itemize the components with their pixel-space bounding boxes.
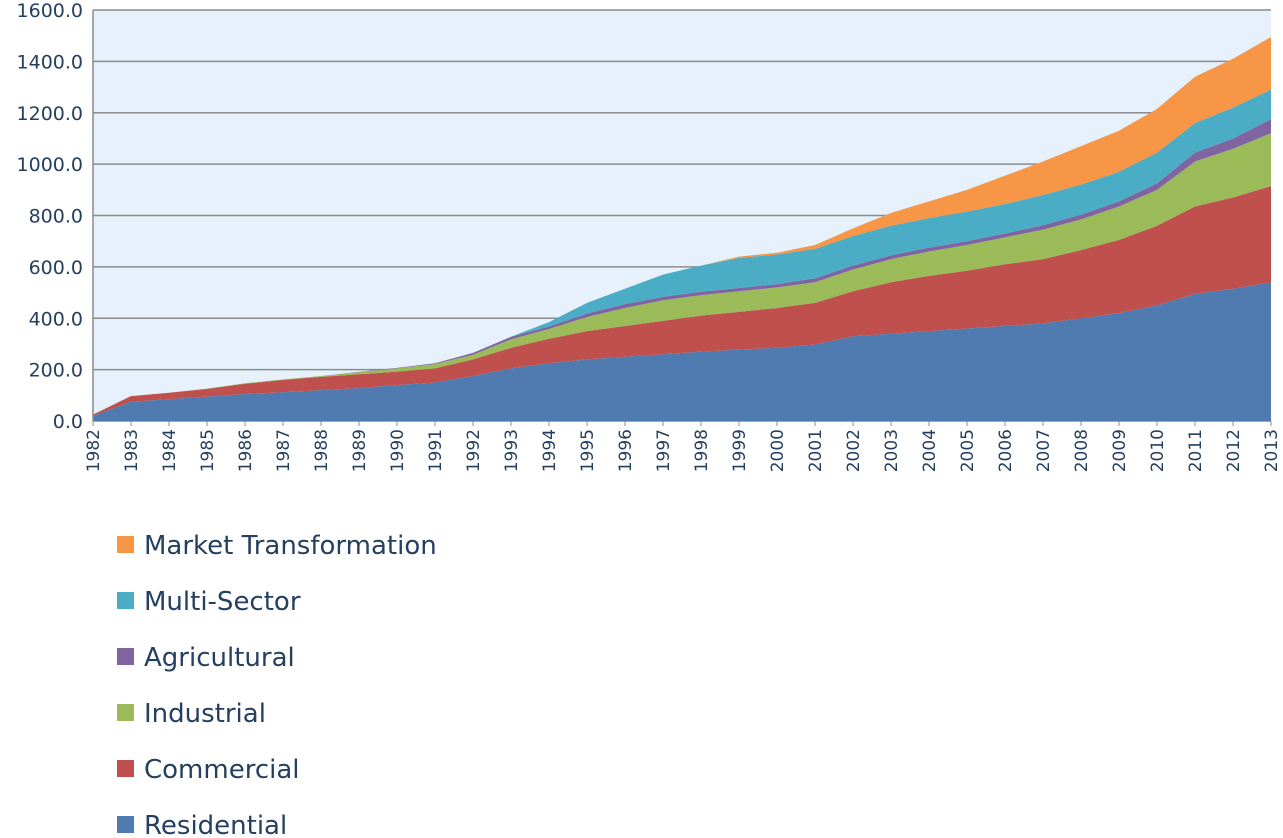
y-tick-label: 200.0 [29,360,83,382]
legend-swatch [117,592,134,609]
legend-swatch [117,760,134,777]
y-tick-label: 1200.0 [17,103,83,125]
x-tick-label: 1985 [198,429,218,472]
x-tick-label: 2012 [1224,429,1244,472]
legend-swatch [117,648,134,665]
area [93,185,1271,416]
x-tick-label: 1998 [692,429,712,472]
legend-label: Residential [144,811,287,838]
x-tick-label: 1983 [122,429,142,472]
legend-swatch [117,536,134,553]
x-tick-label: 1996 [616,429,636,472]
x-tick-label: 1990 [388,429,408,472]
x-tick-label: 2003 [882,429,902,472]
y-tick-label: 800.0 [29,206,83,228]
area [93,282,1271,421]
x-tick-label: 1997 [654,429,674,472]
legend-label: Agricultural [144,643,295,673]
x-tick-label: 1999 [730,429,750,472]
legend-swatch [117,704,134,721]
x-tick-label: 2000 [768,429,788,472]
legend-label: Multi-Sector [144,587,301,617]
y-tick-label: 400.0 [29,308,83,330]
x-tick-label: 2010 [1148,429,1168,472]
x-tick-label: 2007 [1034,429,1054,472]
x-tick-label: 1984 [160,429,180,472]
x-tick-label: 2011 [1186,429,1206,472]
y-tick-label: 0.0 [53,411,83,433]
x-tick-label: 1986 [236,429,256,472]
x-tick-label: 1989 [350,429,370,472]
x-tick-label: 1995 [578,429,598,472]
x-tick-label: 2013 [1262,429,1282,472]
x-tick-label: 1993 [502,429,522,472]
x-tick-label: 1988 [312,429,332,472]
x-tick-label: 2002 [844,429,864,472]
x-tick-label: 2009 [1110,429,1130,472]
y-tick-label: 600.0 [29,257,83,279]
legend-label: Commercial [144,755,300,785]
x-tick-label: 2005 [958,429,978,472]
x-tick-label: 1994 [540,429,560,472]
y-tick-label: 1600.0 [17,0,83,22]
x-tick-label: 1991 [426,429,446,472]
x-tick-label: 2008 [1072,429,1092,472]
x-tick-label: 1992 [464,429,484,472]
legend-label: Industrial [144,699,266,729]
x-tick-label: 2001 [806,429,826,472]
x-tick-label: 1987 [274,429,294,472]
x-tick-label: 2004 [920,429,940,472]
legend-label: Market Transformation [144,531,437,561]
legend-swatch [117,816,134,833]
x-tick-label: 2006 [996,429,1016,472]
y-tick-label: 1400.0 [17,51,83,73]
x-tick-label: 1982 [84,429,104,472]
y-tick-label: 1000.0 [17,154,83,176]
